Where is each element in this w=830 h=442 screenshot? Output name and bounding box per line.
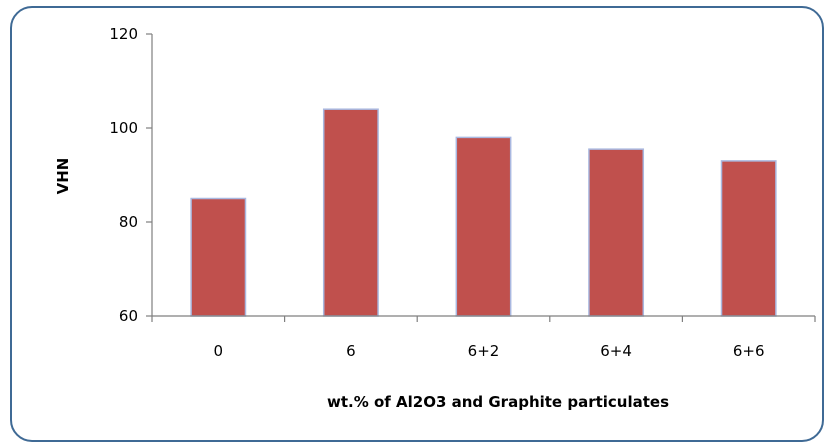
bar-6+6 <box>720 160 777 317</box>
y-tick-label: 60 <box>119 307 138 325</box>
y-tick-label: 120 <box>109 25 138 43</box>
bar-0 <box>190 197 247 317</box>
bar-6+4 <box>588 148 645 317</box>
bars-group <box>190 108 777 317</box>
x-tick-label: 6+4 <box>600 342 632 360</box>
x-tick-label: 6+2 <box>468 342 500 360</box>
x-axis-title: wt.% of Al2O3 and Graphite particulates <box>327 393 669 411</box>
axes-group: 60 80 100 120 0 6 6+2 6+4 6+6 <box>109 25 816 360</box>
y-tick-label: 100 <box>109 119 138 137</box>
y-axis-title: VHN <box>54 158 72 195</box>
chart-frame <box>10 6 824 442</box>
x-tick-label: 6 <box>346 342 356 360</box>
bar-6+2 <box>455 136 512 317</box>
bar-6 <box>322 108 379 317</box>
x-tick-label: 0 <box>214 342 224 360</box>
x-tick-label: 6+6 <box>733 342 765 360</box>
y-tick-label: 80 <box>119 213 138 231</box>
